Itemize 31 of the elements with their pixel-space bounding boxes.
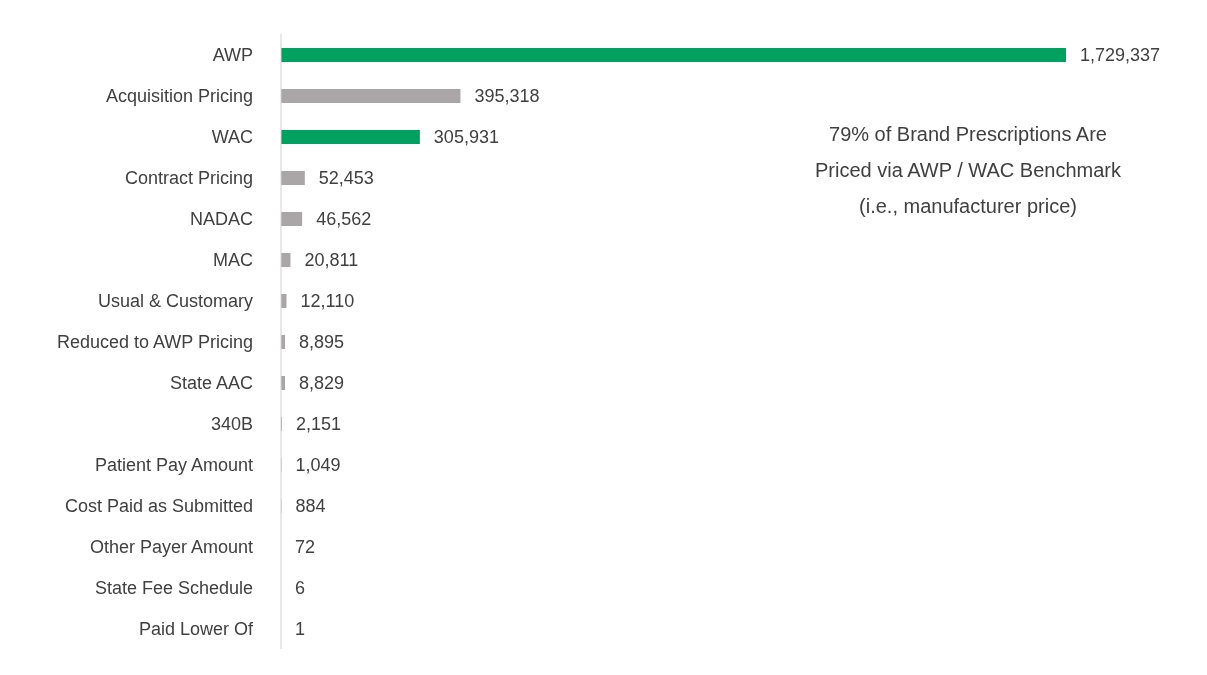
y-tick-label: WAC — [211, 126, 253, 147]
y-tick-label: NADAC — [189, 208, 253, 229]
y-tick-label: Cost Paid as Submitted — [64, 495, 253, 516]
data-label: 1 — [295, 619, 306, 640]
y-tick-label: Acquisition Pricing — [105, 85, 253, 106]
y-tick-label: Paid Lower Of — [138, 618, 254, 639]
y-tick-label: State AAC — [169, 372, 253, 393]
data-label: 2,151 — [295, 414, 342, 435]
data-label: 395,318 — [474, 86, 540, 107]
y-tick-label: MAC — [213, 249, 253, 270]
y-tick-label: State Fee Schedule — [94, 577, 253, 598]
data-label: 884 — [295, 496, 326, 517]
y-tick-label: Contract Pricing — [124, 167, 253, 188]
data-label: 72 — [295, 537, 316, 558]
data-label: 1,729,337 — [1080, 45, 1161, 66]
data-label: 12,110 — [300, 291, 355, 312]
data-label: 20,811 — [304, 250, 359, 271]
y-tick-label: Patient Pay Amount — [94, 454, 253, 475]
y-tick-label: 340B — [210, 413, 253, 434]
y-tick-label: AWP — [212, 44, 253, 65]
data-label: 305,931 — [433, 127, 499, 148]
y-tick-label: Usual & Customary — [97, 290, 253, 311]
data-label: 52,453 — [318, 168, 374, 189]
annotation: 79% of Brand Prescriptions Are Priced via AWP / WAC Benchmark (i.e., manufacturer price) — [814, 122, 1122, 219]
data-label: 6 — [295, 578, 306, 599]
data-label: 8,895 — [299, 332, 345, 353]
data-label: 8,829 — [299, 373, 345, 394]
data-label: 1,049 — [295, 455, 341, 476]
y-tick-label: Other Payer Amount — [89, 536, 253, 557]
data-label: 46,562 — [316, 209, 372, 230]
y-tick-label: Reduced to AWP Pricing — [56, 331, 253, 352]
